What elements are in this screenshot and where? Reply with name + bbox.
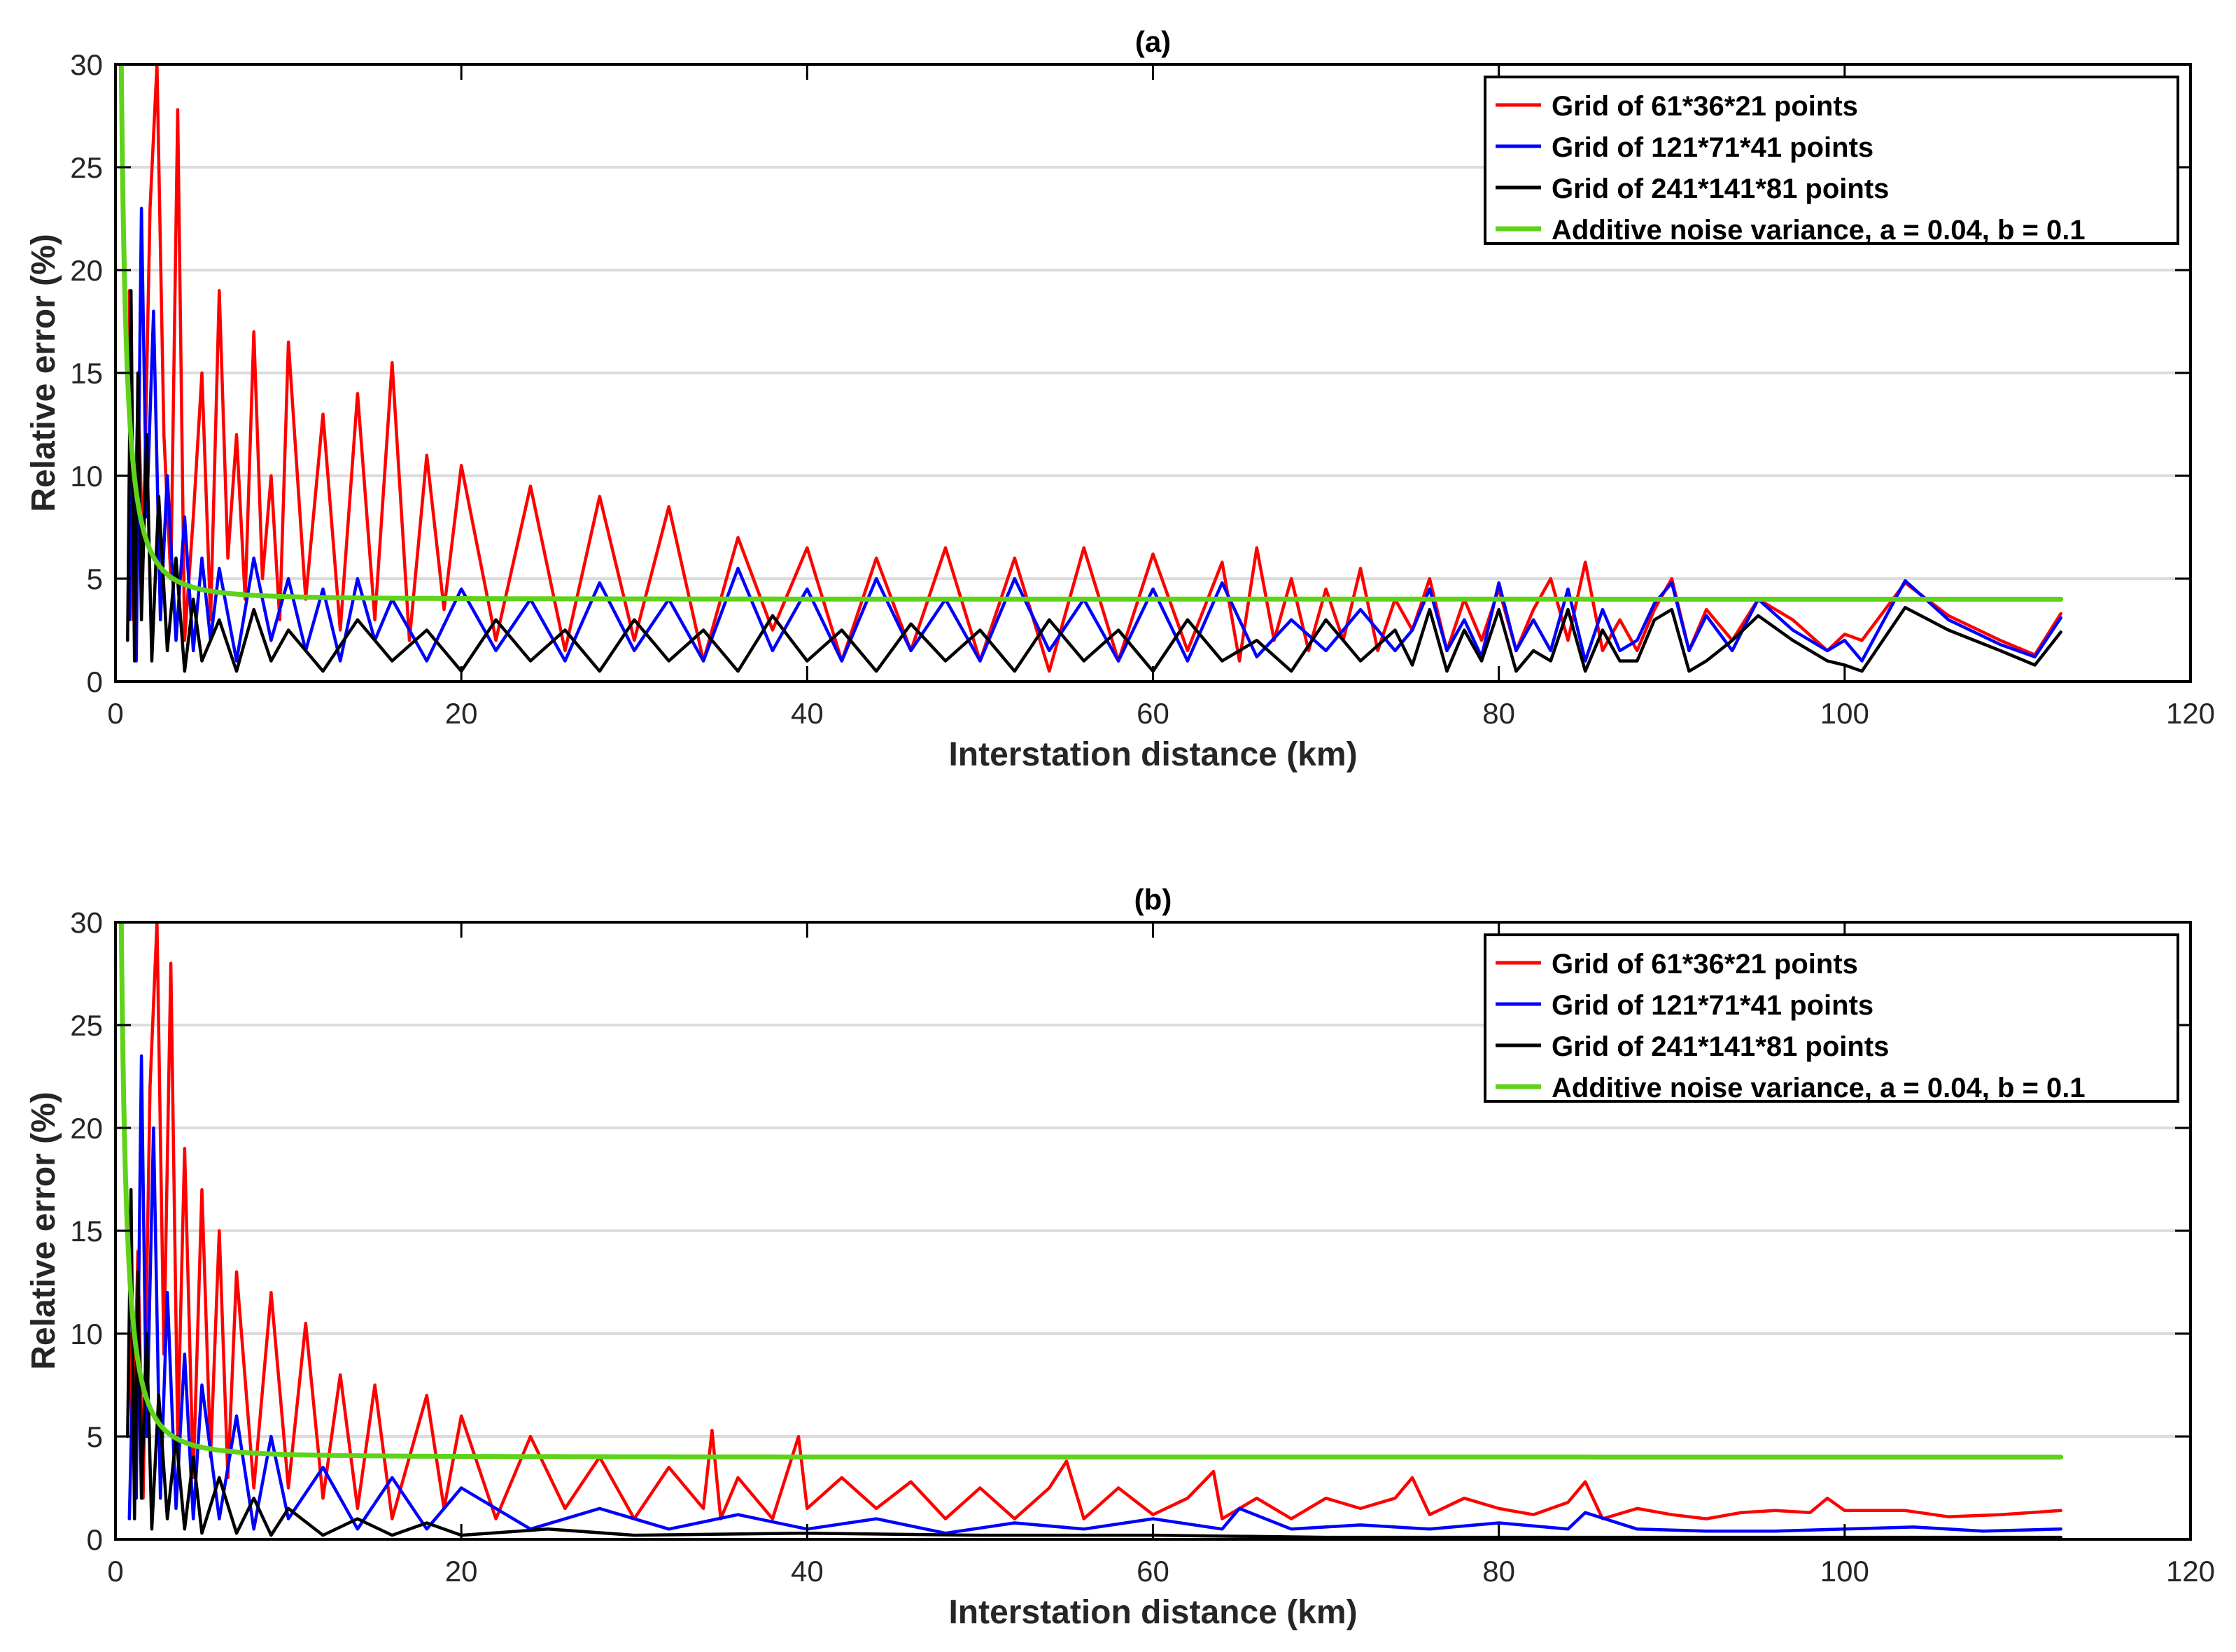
y-tick-label: 5 [87,563,103,595]
x-axis-label: Interstation distance (km) [948,736,1357,773]
y-tick-label: 5 [87,1420,103,1453]
x-tick-label: 20 [445,697,478,730]
y-tick-label: 20 [70,1112,103,1145]
legend-box [1484,76,2179,245]
x-tick-label: 100 [1820,1555,1869,1588]
y-tick-label: 25 [70,1009,103,1042]
legend-label-2: Grid of 121*71*41 points [1552,132,1873,163]
legend-label-1: Grid of 61*36*21 points [1552,91,1858,122]
legend: Grid of 61*36*21 points Grid of 121*71*41… [1484,76,2179,246]
panel-b: 0 20 40 60 80 100 120 0 5 10 15 20 25 30 (b) Interstati… [25,883,2215,1631]
y-tick-label: 15 [70,357,103,390]
legend-label-4: Additive noise variance, a = 0.04, b = 0… [1552,215,2086,246]
series-line-3 [126,289,2062,673]
series-line-4 [118,64,2064,602]
legend-label-3: Grid of 241*141*81 points [1552,174,1889,204]
y-tick-label: 10 [70,460,103,493]
x-axis-label: Interstation distance (km) [948,1594,1357,1631]
legend-label-2: Grid of 121*71*41 points [1552,990,1873,1021]
legend-label-3: Grid of 241*141*81 points [1552,1031,1889,1062]
y-tick-label: 20 [70,254,103,287]
series-line-2 [127,206,2062,663]
y-tick-label: 0 [87,665,103,698]
x-tick-label: 120 [2166,1555,2215,1588]
panel-title: (b) [1134,883,1172,916]
panel-title: (a) [1135,25,1171,58]
x-tick-label: 0 [107,697,123,730]
legend-label-4: Additive noise variance, a = 0.04, b = 0… [1552,1073,2086,1103]
x-axis: 0 20 40 60 80 100 120 [107,64,2215,730]
y-tick-label: 30 [70,906,103,939]
y-tick-label: 25 [70,151,103,184]
x-tick-label: 40 [791,697,824,730]
x-tick-label: 60 [1137,1555,1169,1588]
y-tick-label: 30 [70,48,103,81]
y-tick-label: 0 [87,1523,103,1556]
x-axis: 0 20 40 60 80 100 120 [107,922,2215,1588]
y-axis: 0 5 10 15 20 25 30 [70,48,2191,698]
y-tick-label: 15 [70,1215,103,1248]
x-tick-label: 80 [1482,697,1515,730]
x-tick-label: 40 [791,1555,824,1588]
x-tick-label: 0 [107,1555,123,1588]
x-tick-label: 120 [2166,697,2215,730]
y-axis: 0 5 10 15 20 25 30 [70,906,2191,1556]
y-axis-label: Relative error (%) [25,234,62,511]
x-tick-label: 60 [1137,697,1169,730]
legend-box [1484,933,2179,1103]
series-line-1 [127,922,2062,1520]
legend-label-1: Grid of 61*36*21 points [1552,949,1858,980]
y-axis-label: Relative error (%) [25,1092,62,1369]
legend: Grid of 61*36*21 points Grid of 121*71*41… [1484,933,2179,1103]
series-group [118,64,2064,673]
y-tick-label: 10 [70,1318,103,1350]
series-group [118,922,2064,1539]
x-tick-label: 100 [1820,697,1869,730]
panel-a: 0 20 40 60 80 100 120 0 5 10 15 20 25 30 (a) Interstati… [25,25,2215,773]
series-line-4 [118,922,2064,1460]
x-tick-label: 80 [1482,1555,1515,1588]
x-tick-label: 20 [445,1555,478,1588]
